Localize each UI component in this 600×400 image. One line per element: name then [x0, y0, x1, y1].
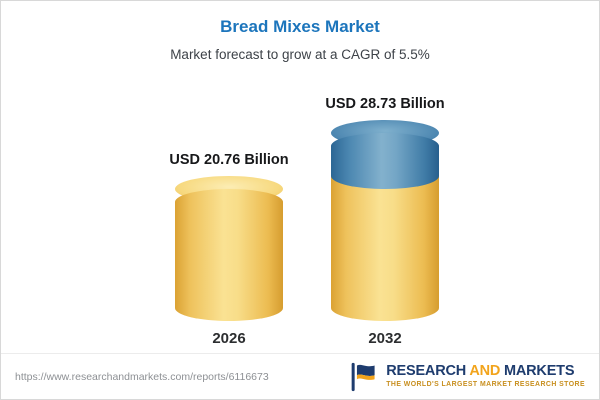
logo-tagline: THE WORLD'S LARGEST MARKET RESEARCH STOR…	[386, 381, 585, 389]
footer-bar: https://www.researchandmarkets.com/repor…	[1, 353, 599, 399]
chart-plot-area: USD 20.76 Billion 2026 USD 28.73 Billion…	[1, 79, 599, 353]
growth-segment	[331, 119, 439, 189]
cylinder-2032	[331, 119, 439, 321]
logo-word-markets: MARKETS	[504, 363, 575, 380]
report-url: https://www.researchandmarkets.com/repor…	[15, 370, 269, 383]
axis-label-2026: 2026	[212, 330, 246, 347]
axis-label-2032: 2032	[368, 330, 402, 347]
logo-word-and: AND	[469, 363, 501, 380]
logo-text: RESEARCH AND MARKETS THE WORLD'S LARGEST…	[386, 364, 585, 389]
chart-title: Bread Mixes Market	[220, 17, 380, 36]
chart-subtitle: Market forecast to grow at a CAGR of 5.5…	[170, 47, 430, 62]
cylinder-2026	[175, 175, 283, 321]
logo-word-research: RESEARCH	[386, 363, 467, 380]
growth-segment-body	[331, 132, 439, 189]
value-label-2026: USD 20.76 Billion	[169, 151, 289, 168]
logo-wordmark: RESEARCH AND MARKETS	[386, 364, 585, 379]
cylinder-2026-body	[175, 188, 283, 321]
value-label-2032: USD 28.73 Billion	[325, 95, 445, 112]
base-segment	[331, 175, 439, 321]
flag-logo-icon	[351, 362, 375, 391]
researchandmarkets-logo: RESEARCH AND MARKETS THE WORLD'S LARGEST…	[349, 361, 585, 393]
